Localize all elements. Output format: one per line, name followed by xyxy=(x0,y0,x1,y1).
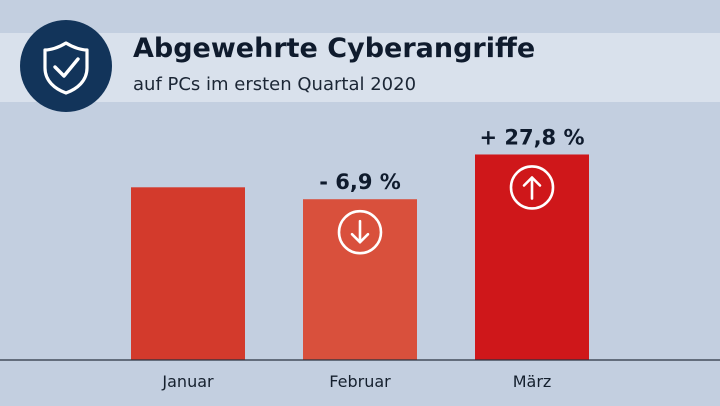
bar-1 xyxy=(131,187,245,360)
x-tick-label-2: Februar xyxy=(329,372,391,391)
arrow-down-icon xyxy=(337,209,383,255)
shield-check-icon xyxy=(43,41,89,95)
arrow-up-icon xyxy=(509,165,555,210)
data-label-3: + 27,8 % xyxy=(479,125,584,149)
shield-badge xyxy=(20,20,112,112)
x-tick-label-3: März xyxy=(513,372,552,391)
chart-subtitle: auf PCs im ersten Quartal 2020 xyxy=(133,74,417,95)
x-tick-label-1: Januar xyxy=(161,372,214,391)
header-band xyxy=(0,33,720,102)
chart-title: Abgewehrte Cyberangriffe xyxy=(133,33,536,64)
data-label-2: - 6,9 % xyxy=(319,170,401,194)
